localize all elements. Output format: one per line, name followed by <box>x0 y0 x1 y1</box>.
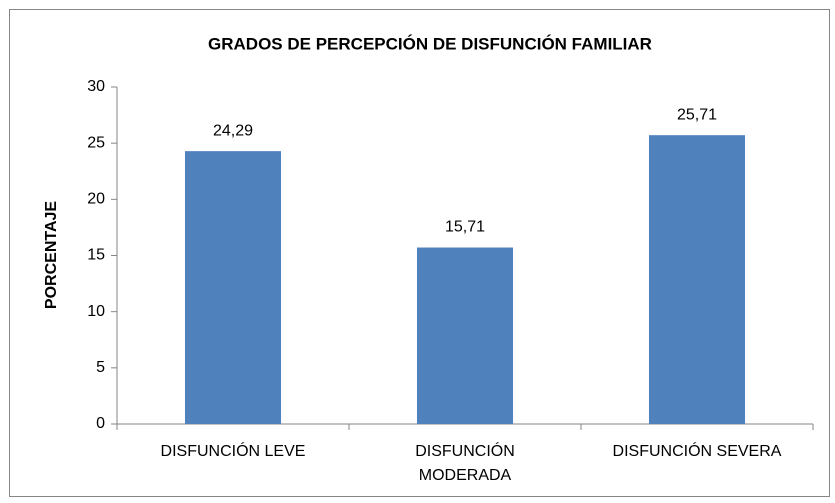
y-tick-label: 20 <box>87 191 105 208</box>
value-label: 25,71 <box>677 106 717 123</box>
y-tick-label: 25 <box>87 134 105 151</box>
y-tick-label: 15 <box>87 247 105 264</box>
y-axis-label: PORCENTAJE <box>43 201 60 309</box>
chart-title: GRADOS DE PERCEPCIÓN DE DISFUNCIÓN FAMIL… <box>208 34 652 53</box>
bar <box>648 135 746 425</box>
y-tick-label: 5 <box>96 359 105 376</box>
value-label: 24,29 <box>213 122 253 139</box>
value-label: 15,71 <box>445 219 485 236</box>
y-tick-label: 30 <box>87 78 105 95</box>
x-tick-label: DISFUNCIÓN MODERADA <box>415 441 515 484</box>
bar <box>184 151 282 424</box>
bar <box>416 247 514 424</box>
x-tick-label: DISFUNCIÓN LEVE <box>161 441 306 460</box>
y-tick-label: 0 <box>96 415 105 432</box>
y-tick-label: 10 <box>87 303 105 320</box>
x-tick-label: DISFUNCIÓN SEVERA <box>613 441 782 460</box>
